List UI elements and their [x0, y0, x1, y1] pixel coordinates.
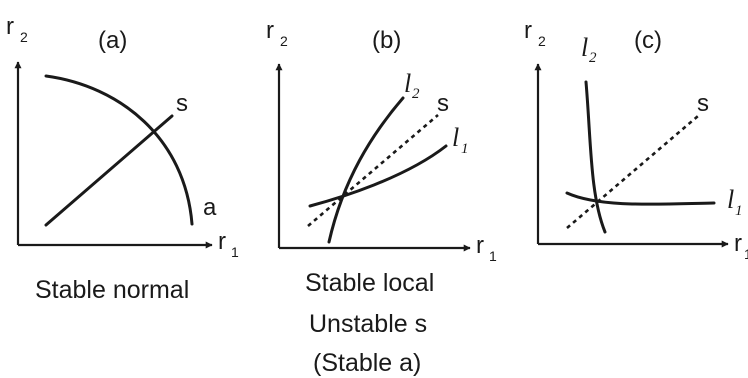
svg-text:r: r [734, 230, 742, 257]
panel-a-y-axis-label: r 2 [6, 13, 28, 45]
svg-text:l: l [452, 123, 459, 152]
svg-text:r: r [476, 232, 484, 259]
panel-a-curve-a [44, 74, 194, 226]
svg-text:1: 1 [735, 203, 743, 219]
svg-text:2: 2 [538, 33, 546, 49]
panel-a-caption-1: Stable normal [35, 276, 189, 304]
panel-c-line-s [566, 115, 699, 229]
panel-b-curve-l1 [308, 144, 448, 208]
panel-b-tag: (b) [372, 27, 401, 54]
panel-c: (c) r 2 r 1 l 2 s l 1 [524, 17, 748, 262]
svg-text:1: 1 [489, 248, 497, 264]
panel-b-y-axis-label: r 2 [266, 17, 288, 49]
panel-c-label-l2: l 2 [581, 33, 597, 66]
svg-text:r: r [6, 13, 14, 40]
panel-a-label-s: s [176, 90, 188, 117]
svg-text:1: 1 [744, 246, 748, 262]
panel-c-label-s: s [697, 90, 709, 117]
svg-text:r: r [218, 228, 226, 255]
panel-a-x-axis-label: r 1 [218, 228, 239, 260]
svg-text:1: 1 [231, 244, 239, 260]
panel-b-label-l2: l 2 [404, 69, 420, 102]
panel-b-curve-l2 [327, 96, 405, 244]
panel-a-tag: (a) [98, 27, 127, 54]
panel-c-curve-l1 [565, 191, 716, 206]
panel-b-caption-1: Stable local [305, 269, 434, 297]
panel-b-line-s [307, 114, 439, 227]
svg-text:2: 2 [20, 29, 28, 45]
panel-b-caption-3: (Stable a) [313, 349, 421, 377]
panel-c-x-axis-label: r 1 [734, 230, 748, 262]
svg-text:r: r [266, 17, 274, 44]
svg-text:2: 2 [589, 50, 597, 66]
panel-a-label-a: a [203, 194, 217, 221]
panel-c-label-l1: l 1 [727, 185, 743, 219]
panel-b-label-l1: l 1 [452, 123, 469, 157]
panel-b-x-axis-label: r 1 [476, 232, 497, 264]
svg-text:2: 2 [280, 33, 288, 49]
panel-a: (a) r 2 r 1 s a Stable normal [6, 13, 239, 304]
svg-text:1: 1 [461, 141, 469, 157]
panel-c-tag: (c) [634, 27, 662, 54]
svg-text:2: 2 [412, 86, 420, 102]
svg-text:l: l [404, 69, 411, 98]
svg-text:l: l [581, 33, 588, 62]
svg-text:r: r [524, 17, 532, 44]
panel-b: (b) r 2 r 1 l 2 s l 1 Stable local Unsta… [266, 17, 497, 377]
panel-c-curve-l2 [584, 80, 607, 234]
svg-text:l: l [727, 185, 734, 214]
panel-b-caption-2: Unstable s [309, 310, 427, 338]
panel-c-y-axis-label: r 2 [524, 17, 546, 49]
panel-a-line-s [44, 114, 174, 227]
panel-b-label-s: s [437, 90, 449, 117]
